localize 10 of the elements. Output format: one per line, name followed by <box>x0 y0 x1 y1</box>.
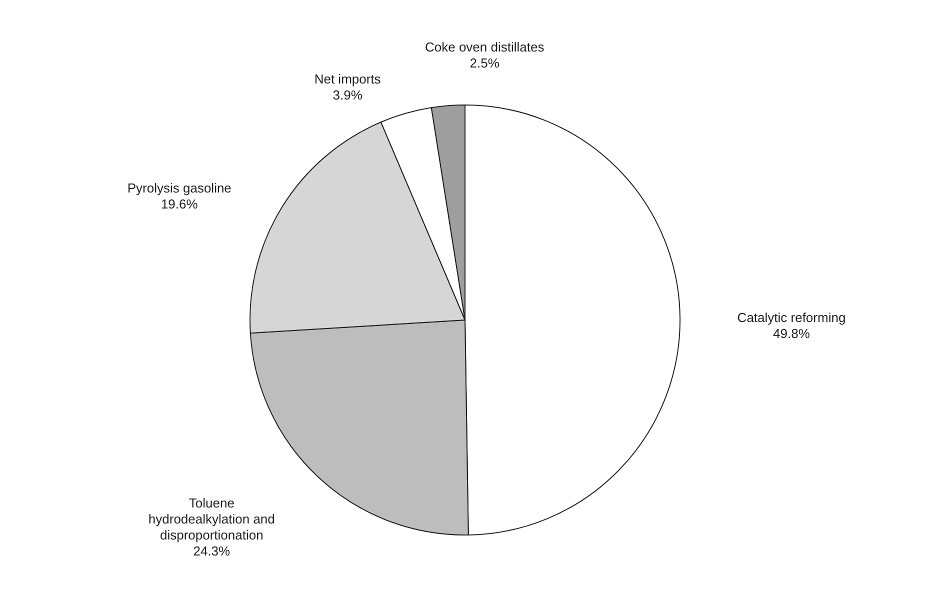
data-label: 19.6% <box>160 196 198 212</box>
data-label: 49.8% <box>773 326 810 342</box>
slice-label: Net imports <box>314 72 382 87</box>
slice-label: Coke oven distillates <box>424 40 545 55</box>
data-label: 3.9% <box>332 88 363 103</box>
slice-label: Pyrolysis gasoline <box>127 180 232 196</box>
data-label: 2.5% <box>470 56 500 71</box>
slice-label: Toluene hydrodealkylation and disproportionation <box>148 495 275 542</box>
data-label: 24.3% <box>193 543 231 558</box>
slice-label: Catalytic reforming <box>737 310 846 326</box>
